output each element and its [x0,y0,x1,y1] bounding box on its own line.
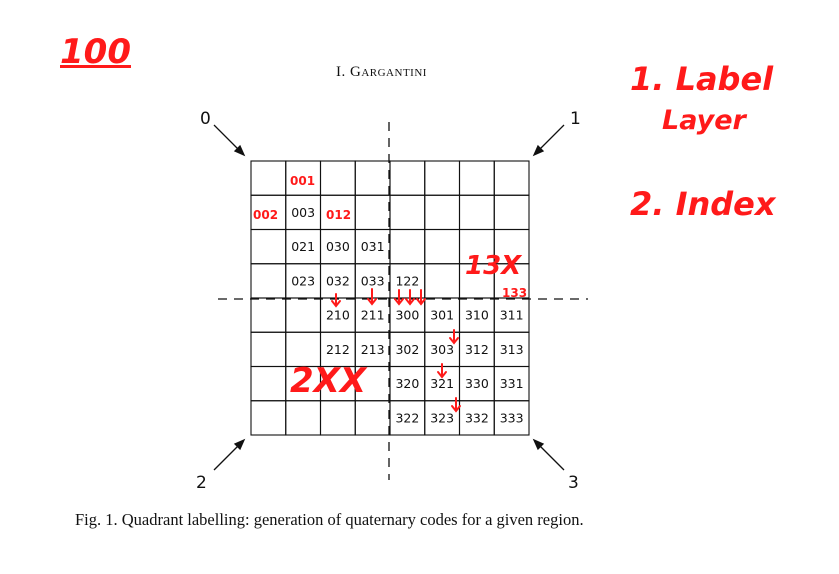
grid-cell [285,297,322,333]
cell-code-331: 331 [500,376,524,391]
grid-cell [250,160,287,196]
grid-cell [354,194,391,231]
grid-cell [250,297,287,333]
cell-code-322: 322 [395,410,419,425]
cell-code-212: 212 [326,342,350,357]
grid-cell [424,228,461,265]
cell-code-333: 333 [500,410,524,425]
handwritten-score: 100 [60,32,131,72]
cell-code-312: 312 [465,342,489,357]
grid-cell [354,400,391,436]
corner-label-0: 0 [200,109,211,129]
cell-code-302: 302 [395,342,419,357]
grid-cell [250,263,287,299]
ink-mark-2xx: 2XX [290,361,368,401]
grid-cell [250,331,287,368]
cell-code-023: 023 [291,273,315,288]
cell-code-003: 003 [291,205,315,220]
ink-code-002: 002 [253,208,278,222]
cell-code-213: 213 [361,342,385,357]
cell-code-033: 033 [361,273,385,288]
ink-arrows [331,288,461,413]
handwritten-step-label: 1. Label [630,60,774,98]
figure-caption: Fig. 1. Quadrant labelling: generation o… [75,510,584,529]
grid-cell [250,228,287,265]
cell-code-320: 320 [395,376,419,391]
grid-cell [319,160,356,196]
cell-code-032: 032 [326,273,350,288]
cell-code-311: 311 [500,308,524,323]
grid-cell [389,194,426,231]
grid-cell [250,365,287,402]
ink-mark-13x: 13X [465,251,523,281]
grid-cell [354,160,391,196]
handwritten-step-index: 2. Index [630,185,776,223]
author-header: I. Gargantini [336,64,427,80]
cell-code-323: 323 [430,410,454,425]
grid-cell [389,228,426,265]
cell-code-321: 321 [430,376,454,391]
cell-code-301: 301 [430,308,454,323]
cell-code-211: 211 [361,308,385,323]
grid-cell [493,160,530,196]
grid-cell [389,160,426,196]
handwritten-step-layer: Layer [662,105,746,136]
ink-code-012: 012 [326,208,351,222]
ink-code-001: 001 [290,174,315,188]
cell-code-030: 030 [326,239,350,254]
cell-code-332: 332 [465,410,489,425]
grid-cell [424,160,461,196]
grid-cell [458,194,495,231]
grid-cell [285,400,322,436]
cell-code-300: 300 [395,308,419,323]
corner-label-3: 3 [568,473,579,493]
grid-cell [493,400,530,436]
corner-label-2: 2 [196,473,207,493]
cell-code-313: 313 [500,342,524,357]
grid-cell [424,263,461,299]
grid: 003 021 030 031 023 032 033 122 210 211 300 301 310 3… [250,160,530,436]
grid-cell [424,194,461,231]
cell-code-122: 122 [395,273,419,288]
corner-arrows [213,124,565,471]
cell-code-310: 310 [465,308,489,323]
grid-cell [458,160,495,196]
cell-code-021: 021 [291,239,315,254]
corner-label-1: 1 [570,109,581,129]
grid-cell [493,194,530,231]
cell-code-031: 031 [361,239,385,254]
grid-cell [250,400,287,436]
ink-code-133: 133 [502,286,527,300]
cell-code-303: 303 [430,342,454,357]
cell-code-330: 330 [465,376,489,391]
grid-cell [319,400,356,436]
cell-code-210: 210 [326,308,350,323]
